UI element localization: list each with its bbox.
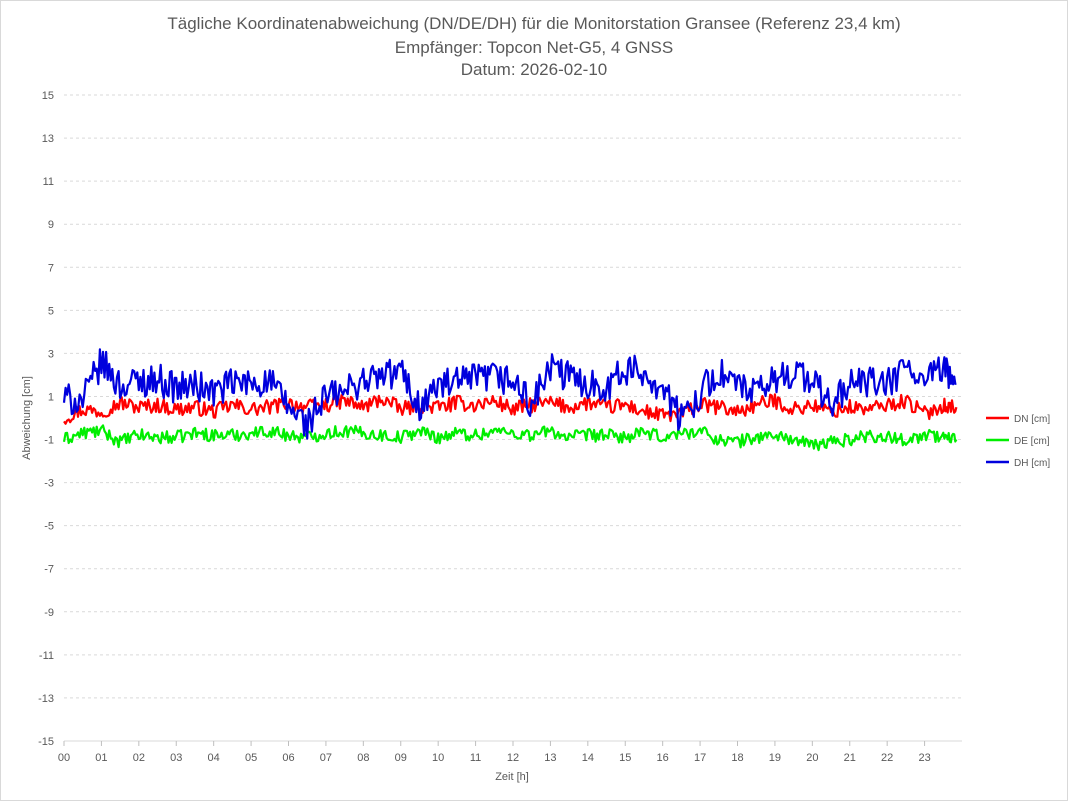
x-tick-label: 21 (844, 752, 856, 764)
series-line-dh (62, 348, 957, 440)
y-tick-label: -9 (44, 607, 54, 619)
x-tick-label: 05 (245, 752, 257, 764)
x-tick-label: 18 (731, 752, 743, 764)
x-tick-label: 03 (170, 752, 182, 764)
x-tick-label: 17 (694, 752, 706, 764)
x-tick-label: 12 (507, 752, 519, 764)
x-tick-label: 08 (357, 752, 369, 764)
legend-label: DN [cm] (1014, 414, 1050, 425)
x-tick-label: 09 (395, 752, 407, 764)
x-tick-label: 01 (95, 752, 107, 764)
x-tick-label: 02 (133, 752, 145, 764)
x-tick-label: 20 (806, 752, 818, 764)
y-tick-label: -5 (44, 521, 54, 533)
x-tick-label: 14 (582, 752, 594, 764)
series-line-de (62, 424, 958, 452)
y-tick-label: 3 (48, 348, 54, 360)
x-tick-label: 23 (918, 752, 930, 764)
y-tick-label: 13 (42, 133, 54, 145)
x-tick-label: 13 (544, 752, 556, 764)
y-tick-label: -15 (38, 736, 54, 748)
y-tick-label: -11 (39, 650, 54, 662)
legend-label: DH [cm] (1014, 458, 1050, 469)
legend-label: DE [cm] (1014, 436, 1050, 447)
y-tick-label: 5 (48, 305, 54, 317)
y-tick-label: -1 (44, 435, 54, 447)
x-tick-label: 11 (470, 752, 481, 764)
x-tick-label: 16 (657, 752, 669, 764)
y-tick-label: -7 (44, 564, 54, 576)
x-tick-label: 04 (208, 752, 220, 764)
x-tick-label: 22 (881, 752, 893, 764)
x-axis-label: Zeit [h] (495, 771, 529, 783)
series-lines (62, 348, 958, 452)
chart-title-line-3: Datum: 2026-02-10 (461, 60, 607, 79)
x-tick-label: 07 (320, 752, 332, 764)
chart-title-line-1: Tägliche Koordinatenabweichung (DN/DE/DH… (167, 14, 900, 33)
y-tick-label: -13 (38, 693, 54, 705)
x-tick-label: 15 (619, 752, 631, 764)
legend: DN [cm] DE [cm] DH [cm] (986, 414, 1050, 469)
x-tick-label: 10 (432, 752, 444, 764)
gridlines (64, 94, 962, 742)
chart-title: Tägliche Koordinatenabweichung (DN/DE/DH… (167, 14, 900, 79)
y-tick-label: 7 (48, 262, 54, 274)
y-tick-label: 15 (42, 90, 54, 102)
y-tick-label: 1 (48, 391, 54, 403)
y-tick-label: 11 (43, 176, 54, 188)
x-tick-label: 00 (58, 752, 70, 764)
y-tick-label: 9 (48, 219, 54, 231)
x-axis-ticks: 00 01 02 03 04 05 06 07 08 09 10 11 12 13 14 15 16 17 18 19… (58, 741, 931, 764)
series-line-dn (63, 393, 958, 425)
y-axis-label: Abweichung [cm] (21, 376, 33, 460)
y-tick-label: -3 (44, 478, 54, 490)
x-tick-label: 06 (282, 752, 294, 764)
chart-title-line-2: Empfänger: Topcon Net-G5, 4 GNSS (395, 38, 673, 57)
x-tick-label: 19 (769, 752, 781, 764)
